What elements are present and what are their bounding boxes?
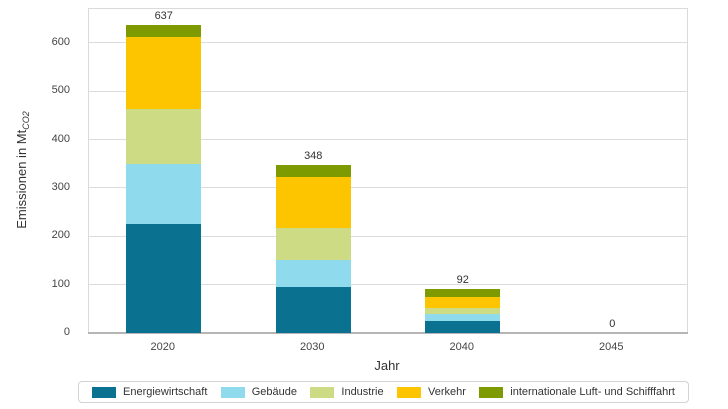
y-axis-title-subscript: CO2 xyxy=(21,111,31,130)
gridline-500 xyxy=(89,90,687,92)
bar-segment-gebaude-2040 xyxy=(425,314,501,321)
bar-segment-verkehr-2030 xyxy=(275,177,351,229)
y-tick-label-600: 600 xyxy=(51,35,70,48)
legend-label-internationale-luft-und-schifffahrt: internationale Luft- und Schifffahrt xyxy=(510,386,675,398)
gridline-200 xyxy=(89,235,687,237)
legend-item-energiewirtschaft: Energiewirtschaft xyxy=(92,386,207,398)
y-axis-title-text: Emissionen in Mt xyxy=(14,129,29,229)
legend-item-industrie: Industrie xyxy=(310,386,384,398)
y-tick-label-200: 200 xyxy=(51,229,70,242)
bar-segment-industrie-2040 xyxy=(425,308,501,315)
plot-area: 637 348 92 0 xyxy=(88,8,688,334)
gridline-300 xyxy=(89,187,687,189)
legend-swatch-industrie xyxy=(310,386,335,398)
gridline-600 xyxy=(89,42,687,44)
x-tick-label-2040: 2040 xyxy=(449,341,474,353)
x-tick-label-2030: 2030 xyxy=(300,341,325,353)
bar-segment-energiewirtschaft-2020 xyxy=(126,224,202,333)
legend-item-internationale-luft-und-schifffahrt: internationale Luft- und Schifffahrt xyxy=(479,386,675,398)
legend-swatch-energiewirtschaft xyxy=(92,386,116,398)
bar-segment-industrie-2030 xyxy=(275,228,351,260)
x-tick-label-2045: 2045 xyxy=(599,341,624,353)
y-axis-title: Emissionen in MtCO2 xyxy=(14,20,31,320)
gridline-100 xyxy=(89,284,687,286)
bar-segment-energiewirtschaft-2030 xyxy=(275,287,351,333)
bar-total-label-2030: 348 xyxy=(304,149,323,162)
bar-segment-verkehr-2020 xyxy=(126,36,202,110)
bar-segment-internationale-luft-und-schifffahrt-2030 xyxy=(275,164,351,178)
x-tick-label-2020: 2020 xyxy=(150,341,175,353)
legend-label-verkehr: Verkehr xyxy=(427,386,466,398)
legend-label-industrie: Industrie xyxy=(341,386,384,398)
legend-item-verkehr: Verkehr xyxy=(396,386,466,398)
bar-segment-internationale-luft-und-schifffahrt-2040 xyxy=(425,288,501,298)
legend-label-energiewirtschaft: Energiewirtschaft xyxy=(123,386,208,398)
legend-label-gebaude: Gebäude xyxy=(251,386,298,398)
legend: Energiewirtschaft Gebäude Industrie Verkehr… xyxy=(78,381,689,403)
legend-swatch-internationale-luft-und-schifffahrt xyxy=(479,386,504,398)
bar-segment-energiewirtschaft-2040 xyxy=(425,320,501,333)
legend-swatch-gebaude xyxy=(220,386,245,398)
bar-total-label-2040: 92 xyxy=(456,273,469,286)
y-tick-label-300: 300 xyxy=(51,180,70,193)
y-tick-label-100: 100 xyxy=(51,277,70,290)
bar-segment-gebaude-2020 xyxy=(126,163,202,225)
bar-segment-verkehr-2040 xyxy=(425,297,501,309)
y-tick-label-0: 0 xyxy=(63,326,70,338)
x-axis-title: Jahr xyxy=(374,358,400,373)
legend-swatch-verkehr xyxy=(396,386,421,398)
y-tick-label-500: 500 xyxy=(51,84,70,97)
bar-total-label-2020: 637 xyxy=(154,9,173,22)
bar-total-label-2045: 0 xyxy=(609,318,616,330)
x-axis-line xyxy=(88,332,688,334)
bar-segment-industrie-2020 xyxy=(126,109,202,164)
y-tick-label-400: 400 xyxy=(51,132,70,145)
bar-segment-internationale-luft-und-schifffahrt-2020 xyxy=(126,24,202,37)
gridline-400 xyxy=(89,139,687,141)
legend-item-gebaude: Gebäude xyxy=(220,386,298,398)
bar-segment-gebaude-2030 xyxy=(275,259,351,288)
